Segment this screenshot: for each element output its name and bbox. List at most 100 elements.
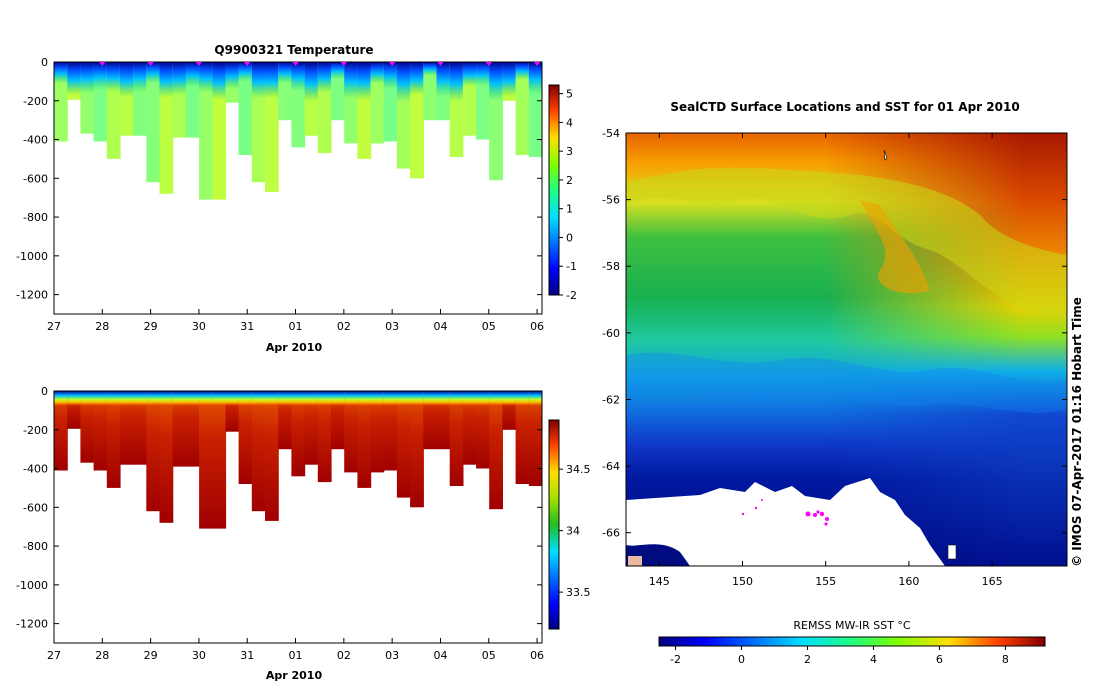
surface-marker [195, 62, 202, 66]
temperature-surface-layer [119, 62, 134, 98]
salinity-profile-column [238, 391, 253, 484]
sst-map-lon-ticks: 145 150 155 160 165 [649, 133, 1003, 588]
salinity-surface-layer [396, 391, 411, 407]
temperature-surface-layer [436, 62, 451, 97]
sst-lat-tick-label: -64 [602, 460, 620, 473]
salinity-y-tick-label: -800 [23, 540, 48, 553]
temperature-colorbar-tick-label: 1 [566, 203, 573, 216]
temperature-y-ticks: 0 -200 -400 -600 -800 -1000 -1200 [16, 56, 542, 302]
salinity-profile-column [80, 391, 95, 463]
salinity-colorbar-tick-label: 33.5 [566, 586, 591, 599]
salinity-profile-column [119, 391, 134, 465]
seal-location [754, 506, 758, 510]
coastal-land [628, 556, 642, 566]
temperature-surface-markers [99, 62, 541, 66]
salinity-x-tick-label: 01 [289, 649, 303, 662]
temperature-x-tick-label: 06 [530, 320, 544, 333]
salinity-profile-column [291, 391, 306, 477]
temperature-profile-column [238, 62, 253, 155]
sst-front-band [626, 167, 1067, 318]
salinity-surface-layer [370, 391, 385, 407]
surface-marker [389, 62, 396, 66]
temperature-surface-layer [489, 62, 503, 101]
seal-location [816, 510, 820, 514]
salinity-x-tick-label: 05 [482, 649, 496, 662]
temperature-colorbar [548, 84, 560, 296]
salinity-profile-column [212, 391, 227, 529]
sst-colorbar-tick-label: 0 [738, 653, 745, 666]
salinity-y-ticks: 0 -200 -400 -600 -800 -1000 -1200 [16, 385, 542, 631]
salinity-surface-layer [146, 391, 161, 407]
seal-location [741, 512, 745, 516]
salinity-x-tick-label: 31 [240, 649, 254, 662]
salinity-surface-layer [528, 391, 542, 407]
sst-colorbar-ticks: -2 0 2 4 6 8 [670, 646, 1009, 666]
salinity-surface-layer [159, 391, 174, 407]
salinity-x-tick-label: 03 [385, 649, 399, 662]
salinity-profile-column [528, 391, 542, 486]
salinity-profile-column [449, 391, 464, 486]
temperature-surface-layer [238, 62, 253, 82]
salinity-colorbar [548, 419, 560, 630]
temperature-surface-layer [396, 62, 411, 102]
salinity-y-tick-label: -200 [23, 424, 48, 437]
sst-lat-tick-label: -62 [602, 393, 620, 406]
salinity-surface-layer [410, 391, 424, 407]
temperature-y-tick-label: 0 [41, 56, 48, 69]
temperature-data [54, 62, 542, 200]
salinity-profile-column [357, 391, 372, 488]
temperature-colorbar-tick-label: -2 [566, 289, 577, 302]
temperature-surface-layer [146, 62, 161, 84]
temperature-x-tick-label: 29 [144, 320, 158, 333]
temperature-surface-layer [449, 62, 464, 102]
temperature-surface-layer [476, 62, 490, 86]
salinity-y-tick-label: -400 [23, 463, 48, 476]
salinity-profile-column [265, 391, 279, 521]
salinity-profile-column [185, 391, 200, 467]
temperature-colorbar-tick-label: 4 [566, 116, 573, 129]
temperature-surface-layer [383, 62, 398, 89]
seal-location [824, 522, 828, 526]
seal-location [825, 517, 829, 521]
salinity-profile-column [106, 391, 121, 488]
salinity-surface-layer [476, 391, 490, 407]
sst-lat-tick-label: -58 [602, 260, 620, 273]
salinity-x-ticks: 27 28 29 30 31 01 02 03 04 05 06 [47, 638, 544, 662]
salinity-profile-column [304, 391, 319, 465]
salinity-axes-frame [53, 390, 543, 644]
sst-lon-tick-label: 145 [649, 575, 670, 588]
sst-lon-tick-label: 165 [982, 575, 1003, 588]
salinity-profile-column [370, 391, 385, 473]
salinity-surface-layer [80, 391, 95, 407]
salinity-x-tick-label: 02 [337, 649, 351, 662]
salinity-profile-column [383, 391, 398, 471]
temperature-surface-layer [462, 62, 477, 87]
temperature-surface-layer [291, 62, 306, 92]
temperature-surface-layer [502, 62, 517, 97]
temperature-x-ticks: 27 28 29 30 31 01 02 03 04 05 06 [47, 309, 544, 333]
surface-marker [340, 62, 347, 66]
salinity-surface-layer [515, 391, 530, 407]
salinity-y-tick-label: -1200 [16, 618, 48, 631]
salinity-surface-layer [67, 391, 81, 407]
temperature-surface-layer [423, 62, 438, 76]
salinity-profile-column [159, 391, 174, 523]
temperature-y-tick-label: -600 [23, 172, 48, 185]
temperature-surface-layer [265, 62, 279, 99]
temperature-profile-column [146, 62, 161, 183]
sst-lon-tick-label: 155 [815, 575, 836, 588]
salinity-surface-layer [383, 391, 398, 407]
salinity-surface-layer [238, 391, 253, 407]
salinity-surface-layer [423, 391, 438, 407]
sst-colorbar-tick-label: 8 [1002, 653, 1009, 666]
salinity-profile-column [462, 391, 477, 465]
temperature-y-tick-label: -800 [23, 211, 48, 224]
salinity-surface-layer [106, 391, 121, 407]
salinity-surface-layer [251, 391, 266, 407]
temperature-surface-layer [185, 62, 200, 87]
salinity-surface-layer [119, 391, 134, 407]
sst-cool-band [626, 352, 1067, 413]
salinity-data [54, 391, 542, 529]
salinity-surface-layer [304, 391, 319, 407]
sst-lon-tick-label: 160 [898, 575, 919, 588]
